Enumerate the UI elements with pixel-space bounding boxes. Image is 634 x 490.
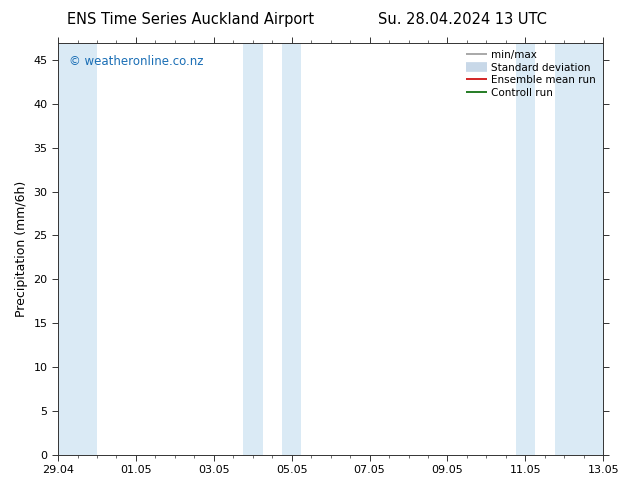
Bar [555, 43, 603, 455]
Text: Su. 28.04.2024 13 UTC: Su. 28.04.2024 13 UTC [378, 12, 547, 27]
Bar [58, 43, 97, 455]
Bar [243, 43, 262, 455]
Bar [282, 43, 301, 455]
Legend: min/max, Standard deviation, Ensemble mean run, Controll run: min/max, Standard deviation, Ensemble me… [464, 48, 598, 100]
Text: ENS Time Series Auckland Airport: ENS Time Series Auckland Airport [67, 12, 314, 27]
Y-axis label: Precipitation (mm/6h): Precipitation (mm/6h) [15, 180, 28, 317]
Bar [515, 43, 535, 455]
Text: © weatheronline.co.nz: © weatheronline.co.nz [69, 55, 204, 68]
